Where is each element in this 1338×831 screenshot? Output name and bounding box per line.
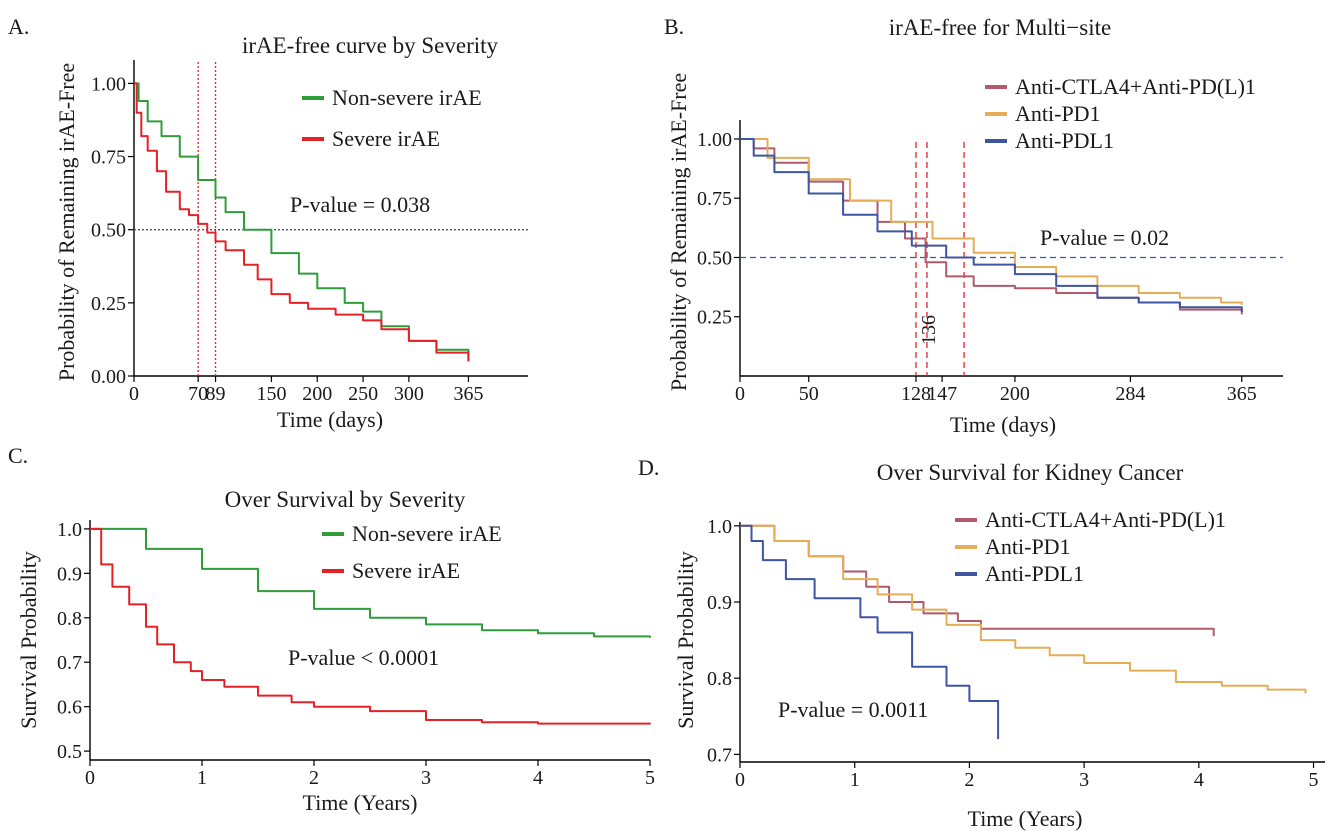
legend-label: Non-severe irAE: [332, 85, 482, 110]
y-tick-label: 0.50: [697, 247, 732, 269]
y-tick-label: 1.0: [57, 519, 82, 541]
x-tick-label: 0: [85, 767, 95, 789]
y-tick-label: 1.00: [697, 129, 732, 151]
y-tick-label: 0.8: [57, 608, 82, 630]
panel-b-label: B.: [664, 14, 684, 39]
panel-c-plot: 0 1 2 3 4 5 0.5 0.6 0.7 0.8 0.9 1.0 Non-severe irAE S…: [57, 519, 655, 789]
legend-label: Anti-PDL1: [985, 561, 1084, 586]
y-tick-label: 0.75: [697, 188, 732, 210]
x-tick-label: 4: [533, 767, 543, 789]
x-tick-label: 89: [206, 383, 226, 405]
y-tick-label: 0.5: [57, 741, 82, 763]
legend-label: Anti-CTLA4+Anti-PD(L)1: [1015, 74, 1256, 99]
x-tick-label: 5: [645, 767, 655, 789]
legend-label: Anti-PDL1: [1015, 128, 1114, 153]
x-tick-label: 2: [309, 767, 319, 789]
x-tick-label: 70: [188, 383, 208, 405]
median-time-label: 136: [918, 315, 940, 345]
panel-d-label: D.: [638, 455, 659, 480]
legend-label: Anti-PD1: [985, 534, 1071, 559]
x-tick-label: 365: [453, 383, 483, 405]
legend-label: Severe irAE: [332, 126, 440, 151]
legend-label: Non-severe irAE: [352, 521, 502, 546]
y-tick-label: 0.9: [57, 563, 82, 585]
panel-c-pvalue: P-value < 0.0001: [288, 645, 439, 670]
y-tick-label: 0.50: [91, 220, 126, 242]
x-tick-label: 5: [1309, 769, 1319, 791]
series-curve-anti-pdl1: [740, 524, 1000, 740]
y-tick-label: 0.25: [91, 293, 126, 315]
series-curve-severe-irae: [134, 82, 470, 362]
y-tick-label: 0.00: [91, 366, 126, 388]
y-tick-label: 0.25: [697, 307, 732, 329]
series-curve-anti-pdl1: [740, 137, 1243, 312]
x-tick-label: 300: [394, 383, 424, 405]
x-tick-label: 284: [1115, 383, 1145, 405]
x-tick-label: 0: [129, 383, 139, 405]
panel-a: A. irAE-free curve by Severity Probabili…: [8, 14, 528, 432]
series-curve-non-severe-irae: [90, 527, 651, 638]
series-curve-anti-pd1: [740, 137, 1243, 305]
panel-c-xlabel: Time (Years): [303, 790, 418, 815]
x-tick-label: 2: [964, 769, 974, 791]
legend-label: Anti-CTLA4+Anti-PD(L)1: [985, 507, 1226, 532]
x-tick-label: 1: [197, 767, 207, 789]
legend-label: Anti-PD1: [1015, 101, 1101, 126]
panel-c: C. Over Survival by Severity Survival Pr…: [8, 443, 655, 815]
series-curve-anti-ctla4-anti-pd-l-1: [740, 524, 1215, 637]
panel-d: D. Over Survival for Kidney Cancer Survi…: [638, 455, 1325, 831]
panel-c-label: C.: [8, 443, 28, 468]
x-tick-label: 4: [1194, 769, 1204, 791]
panel-d-pvalue: P-value = 0.0011: [778, 697, 928, 722]
legend-label: Severe irAE: [352, 558, 460, 583]
series-curve-non-severe-irae: [134, 82, 470, 362]
x-tick-label: 0: [735, 769, 745, 791]
panel-b-ylabel: Probability of Remaining irAE-Free: [666, 73, 691, 391]
panel-b-pvalue: P-value = 0.02: [1040, 225, 1169, 250]
panel-a-label: A.: [8, 14, 29, 39]
y-tick-label: 0.6: [57, 697, 82, 719]
x-tick-label: 128: [901, 383, 931, 405]
x-tick-label: 3: [1079, 769, 1089, 791]
panel-d-xlabel: Time (Years): [968, 806, 1083, 831]
panel-d-title: Over Survival for Kidney Cancer: [877, 460, 1184, 485]
panel-b: B. irAE-free for Multi−site Probability …: [664, 14, 1283, 437]
panel-a-title: irAE-free curve by Severity: [242, 33, 499, 58]
panel-c-title: Over Survival by Severity: [225, 487, 466, 512]
panel-b-xlabel: Time (days): [950, 412, 1056, 437]
panel-a-xlabel: Time (days): [277, 407, 383, 432]
x-tick-label: 200: [1000, 383, 1030, 405]
y-tick-label: 0.7: [707, 744, 732, 766]
panel-d-plot: 0 1 2 3 4 5 0.7 0.8 0.9 1.0 Anti-CTLA4+Anti-PD(L)1…: [707, 507, 1325, 791]
panel-d-ylabel: Survival Probability: [673, 551, 698, 729]
y-tick-label: 1.0: [707, 516, 732, 538]
y-tick-label: 0.9: [707, 592, 732, 614]
panel-c-ylabel: Survival Probability: [16, 551, 41, 729]
x-tick-label: 50: [799, 383, 819, 405]
x-tick-label: 150: [256, 383, 286, 405]
y-tick-label: 1.00: [91, 73, 126, 95]
panel-b-title: irAE-free for Multi−site: [889, 15, 1111, 40]
x-tick-label: 250: [348, 383, 378, 405]
x-tick-label: 3: [421, 767, 431, 789]
x-tick-label: 147: [927, 383, 957, 405]
panel-a-ylabel: Probability of Remaining irAE-Free: [54, 63, 79, 381]
y-tick-label: 0.75: [91, 147, 126, 169]
x-tick-label: 365: [1227, 383, 1257, 405]
y-tick-label: 0.7: [57, 652, 82, 674]
panel-a-pvalue: P-value = 0.038: [290, 192, 430, 217]
x-tick-label: 200: [302, 383, 332, 405]
y-tick-label: 0.8: [707, 668, 732, 690]
series-curve-anti-pd1: [740, 524, 1307, 694]
x-tick-label: 1: [850, 769, 860, 791]
series-curve-severe-irae: [90, 527, 651, 725]
x-tick-label: 0: [735, 383, 745, 405]
